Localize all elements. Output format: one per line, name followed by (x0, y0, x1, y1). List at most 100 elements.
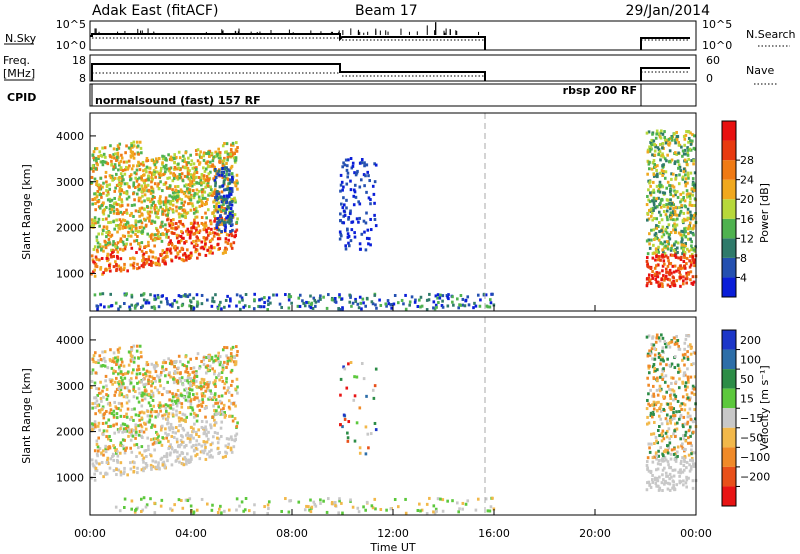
velocity-cell (134, 433, 138, 437)
velocity-cell (195, 452, 199, 456)
power-cell (373, 217, 377, 221)
power-cell (93, 216, 97, 220)
velocity-cell (669, 466, 673, 470)
velocity-cell (213, 396, 216, 400)
power-cell (683, 250, 687, 254)
power-cell (216, 217, 220, 221)
power-cell (207, 179, 210, 183)
power-cell (144, 178, 148, 182)
power-cell (177, 150, 181, 154)
power-cell (661, 285, 664, 289)
velocity-cell (178, 360, 182, 364)
power-cell (119, 192, 122, 196)
power-cell (681, 198, 685, 202)
velocity-cell (661, 468, 665, 472)
power-cell (156, 228, 159, 232)
power-cell (339, 189, 342, 193)
power-cell (654, 136, 658, 140)
velocity-cell (216, 446, 220, 450)
velocity-cell (675, 483, 679, 487)
power-cell (99, 176, 103, 180)
power-cell (133, 306, 137, 310)
velocity-cell (96, 424, 100, 428)
power-cell (656, 237, 660, 241)
power-cell (180, 198, 184, 202)
power-cell (133, 152, 136, 156)
velocity-cell (138, 429, 142, 433)
velocity-cell (130, 507, 133, 511)
power-cell (445, 294, 449, 298)
power-cell (198, 198, 201, 202)
velocity-cell (192, 379, 195, 383)
velocity-cell (160, 498, 164, 502)
power-cell (355, 217, 359, 221)
velocity-cell (137, 356, 140, 360)
velocity-cell (225, 354, 228, 358)
velocity-cell (227, 437, 231, 441)
velocity-cell (137, 414, 141, 418)
velocity-cell (669, 415, 673, 419)
power-cell (117, 168, 120, 172)
power-cell (402, 302, 405, 306)
power-cell (210, 151, 214, 155)
power-cell (691, 180, 695, 184)
power-cell (365, 296, 369, 300)
velocity-cell (175, 413, 178, 417)
power-cell (199, 246, 203, 250)
velocity-cell (149, 497, 152, 501)
velocity-cell (140, 453, 144, 457)
power-cell (95, 159, 98, 163)
velocity-cell (686, 422, 689, 426)
power-cell (686, 174, 690, 178)
power-cell (121, 226, 124, 230)
power-cell (207, 152, 211, 156)
velocity-cell (213, 418, 216, 422)
velocity-cell (200, 425, 204, 429)
power-cell (689, 139, 692, 143)
power-cell (670, 244, 674, 248)
velocity-cell (425, 502, 429, 506)
velocity-cell (177, 394, 181, 398)
velocity-cell (266, 512, 269, 516)
velocity-cell (224, 454, 227, 458)
velocity-cell (374, 507, 377, 511)
power-cell (144, 258, 148, 262)
velocity-cell (689, 396, 692, 400)
velocity-cell (190, 397, 193, 401)
power-cell (136, 262, 139, 266)
power-cell (693, 264, 696, 268)
velocity-cell (404, 497, 407, 501)
velocity-cell (132, 344, 136, 348)
velocity-cell (339, 423, 342, 427)
power-cell (488, 298, 492, 302)
power-cell (129, 234, 133, 238)
velocity-cell (690, 363, 693, 367)
velocity-cell (200, 420, 204, 424)
velocity-cell (108, 445, 111, 449)
velocity-cell (142, 383, 145, 387)
velocity-cell (207, 430, 210, 434)
power-cell (206, 164, 210, 168)
velocity-cell (229, 352, 233, 356)
velocity-cell (140, 510, 143, 514)
velocity-cell (658, 339, 662, 343)
power-cell (176, 185, 180, 189)
velocity-cell (684, 384, 687, 388)
velocity-cell (385, 508, 388, 512)
power-cell (340, 180, 344, 184)
power-cell (140, 264, 144, 268)
velocity-cell (416, 509, 420, 513)
power-cell (203, 202, 207, 206)
velocity-cell (687, 380, 690, 384)
power-cell (109, 220, 112, 224)
velocity-cell (231, 419, 235, 423)
power-cell (169, 303, 172, 307)
power-cell (230, 164, 234, 168)
power-cell (366, 228, 370, 232)
power-cell (681, 154, 684, 158)
power-cell (189, 201, 192, 205)
velocity-cell (662, 437, 666, 441)
power-cell (132, 214, 135, 218)
power-cell (115, 254, 119, 258)
power-cell (168, 224, 172, 228)
